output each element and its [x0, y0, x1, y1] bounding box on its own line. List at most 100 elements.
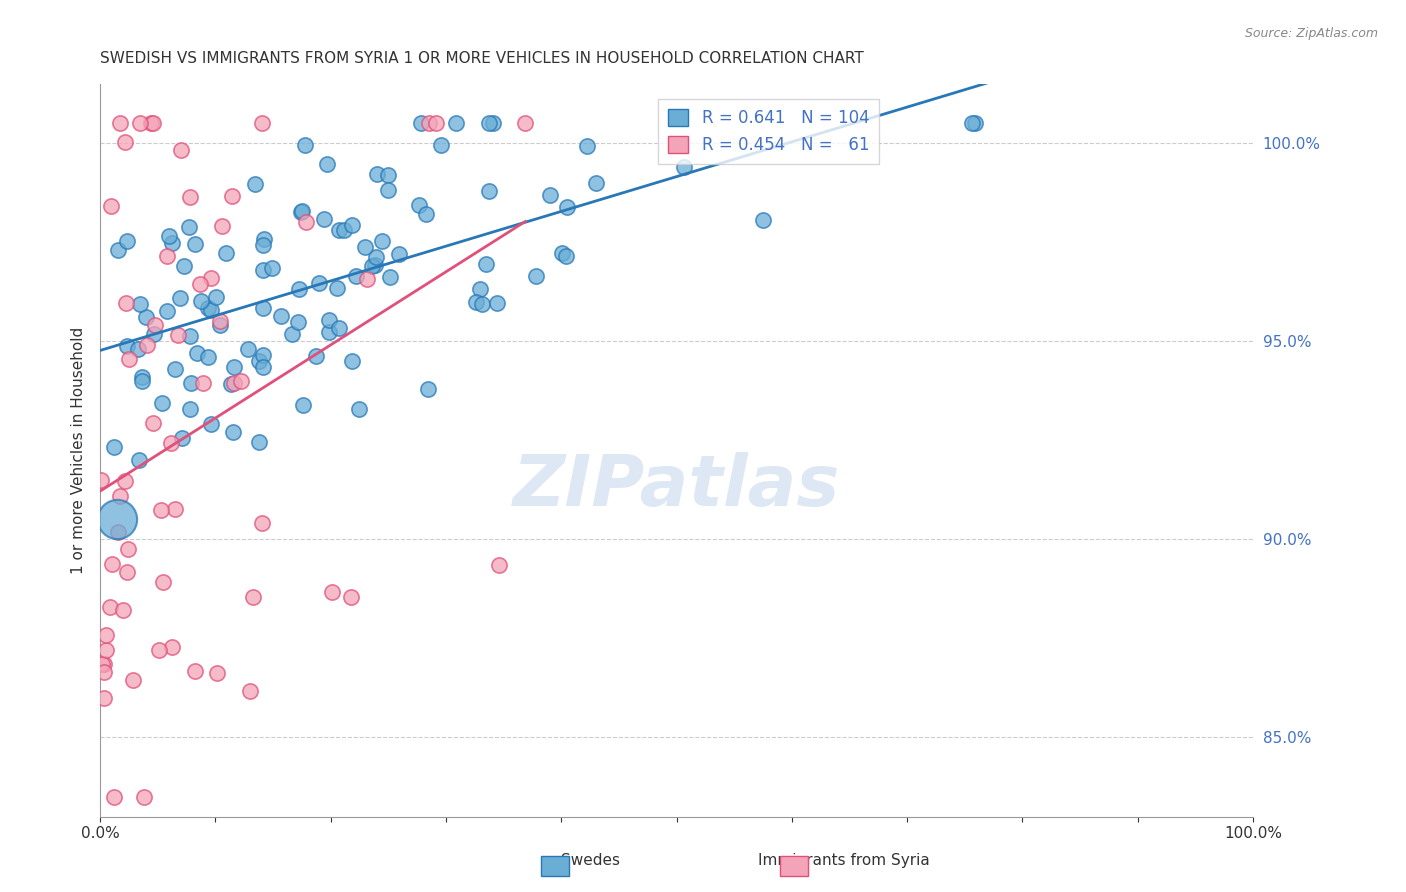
Swedes: [550, 245, 572, 260]
Immigrants from Syria: [103, 789, 125, 804]
Swedes: [576, 139, 599, 153]
Swedes: [179, 219, 201, 234]
Swedes: [349, 402, 371, 417]
Immigrants from Syria: [98, 599, 121, 614]
Immigrants from Syria: [107, 524, 129, 539]
Swedes: [344, 268, 367, 283]
Swedes: [215, 245, 238, 260]
Immigrants from Syria: [111, 603, 134, 617]
Immigrants from Syria: [252, 116, 274, 130]
Immigrants from Syria: [160, 436, 183, 450]
Swedes: [170, 431, 193, 445]
Swedes: [468, 283, 491, 297]
Swedes: [292, 398, 315, 412]
Immigrants from Syria: [170, 143, 193, 157]
Swedes: [270, 309, 292, 323]
Swedes: [288, 282, 311, 296]
Swedes: [478, 116, 501, 130]
Swedes: [314, 211, 336, 226]
Immigrants from Syria: [108, 489, 131, 503]
Immigrants from Syria: [160, 640, 183, 654]
Swedes: [377, 169, 399, 183]
Immigrants from Syria: [156, 249, 179, 263]
Immigrants from Syria: [222, 376, 245, 390]
Immigrants from Syria: [91, 657, 114, 672]
Swedes: [200, 302, 222, 317]
Text: SWEDISH VS IMMIGRANTS FROM SYRIA 1 OR MORE VEHICLES IN HOUSEHOLD CORRELATION CHA: SWEDISH VS IMMIGRANTS FROM SYRIA 1 OR MO…: [100, 51, 863, 66]
Swedes: [131, 369, 153, 384]
Swedes: [366, 250, 388, 264]
Immigrants from Syria: [163, 502, 186, 516]
Text: Immigrants from Syria: Immigrants from Syria: [758, 854, 929, 868]
Swedes: [377, 183, 399, 197]
Swedes: [208, 318, 231, 332]
Swedes: [131, 374, 153, 388]
Swedes: [332, 223, 354, 237]
Immigrants from Syria: [200, 270, 222, 285]
Swedes: [960, 116, 983, 130]
Immigrants from Syria: [188, 277, 211, 292]
Swedes: [752, 213, 775, 227]
Swedes: [179, 329, 201, 343]
Immigrants from Syria: [167, 328, 190, 343]
Immigrants from Syria: [425, 116, 447, 130]
Swedes: [253, 232, 276, 246]
Immigrants from Syria: [108, 116, 131, 130]
Immigrants from Syria: [488, 558, 510, 572]
Swedes: [308, 276, 330, 290]
Swedes: [252, 301, 274, 315]
Immigrants from Syria: [295, 214, 318, 228]
Immigrants from Syria: [118, 351, 141, 366]
Swedes: [465, 294, 488, 309]
Swedes: [156, 304, 179, 318]
Swedes: [965, 116, 987, 130]
Swedes: [325, 281, 347, 295]
Swedes: [115, 339, 138, 353]
Swedes: [294, 138, 316, 153]
Immigrants from Syria: [141, 116, 163, 130]
Immigrants from Syria: [96, 643, 118, 657]
Swedes: [316, 157, 339, 171]
Swedes: [162, 236, 184, 251]
Swedes: [252, 238, 274, 252]
Immigrants from Syria: [101, 557, 124, 571]
Swedes: [222, 359, 245, 374]
Immigrants from Syria: [114, 136, 136, 150]
Swedes: [179, 402, 201, 417]
Immigrants from Syria: [184, 664, 207, 678]
Swedes: [190, 293, 212, 308]
Immigrants from Syria: [152, 575, 174, 590]
Swedes: [673, 160, 696, 174]
Immigrants from Syria: [93, 665, 115, 679]
Swedes: [143, 326, 166, 341]
Swedes: [353, 240, 375, 254]
Text: Source: ZipAtlas.com: Source: ZipAtlas.com: [1244, 27, 1378, 40]
Swedes: [115, 235, 138, 249]
Immigrants from Syria: [143, 318, 166, 332]
Immigrants from Syria: [321, 585, 343, 599]
Immigrants from Syria: [149, 502, 172, 516]
Immigrants from Syria: [221, 189, 243, 203]
Immigrants from Syria: [191, 376, 214, 391]
Swedes: [478, 185, 501, 199]
Swedes: [363, 258, 385, 272]
Swedes: [305, 350, 328, 364]
Swedes: [180, 376, 202, 390]
Immigrants from Syria: [117, 541, 139, 556]
Swedes: [107, 243, 129, 257]
Swedes: [135, 310, 157, 324]
Swedes: [243, 177, 266, 191]
Immigrants from Syria: [207, 665, 229, 680]
Swedes: [371, 235, 394, 249]
Swedes: [219, 377, 242, 392]
Swedes: [169, 291, 191, 305]
Swedes: [328, 223, 350, 237]
Swedes: [408, 198, 430, 212]
Swedes: [186, 346, 208, 360]
Swedes: [340, 353, 363, 368]
Immigrants from Syria: [132, 789, 155, 804]
Y-axis label: 1 or more Vehicles in Household: 1 or more Vehicles in Household: [72, 326, 86, 574]
Immigrants from Syria: [135, 338, 157, 352]
Text: Swedes: Swedes: [561, 854, 620, 868]
Swedes: [236, 342, 259, 356]
